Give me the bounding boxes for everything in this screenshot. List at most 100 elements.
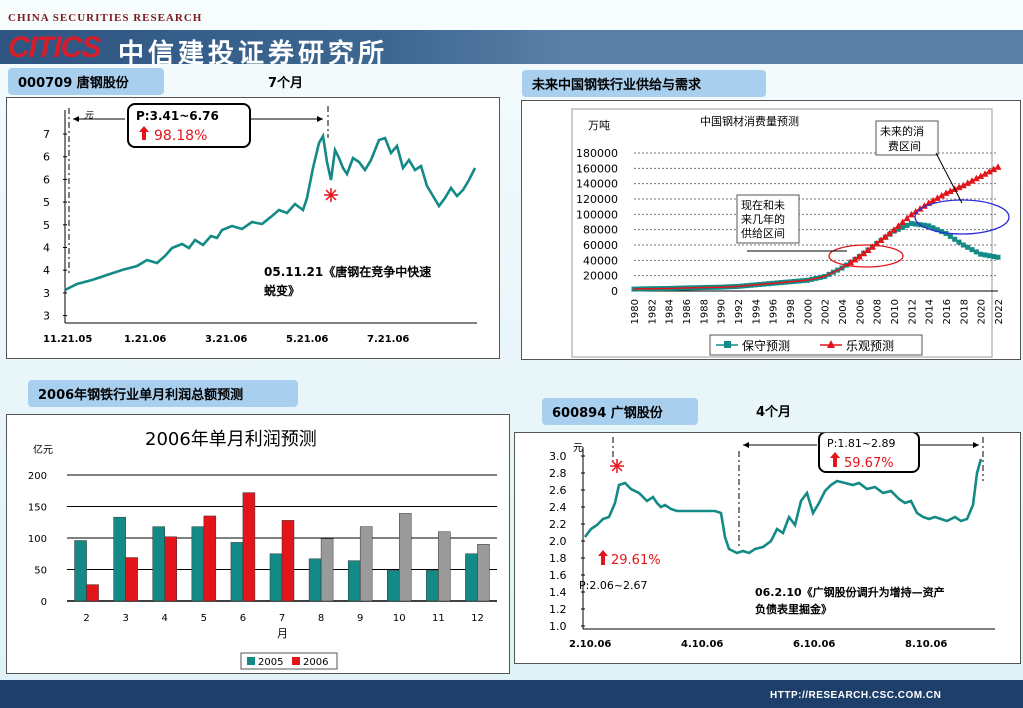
optimistic-point — [994, 163, 1002, 170]
y-tick-label: 1.6 — [549, 569, 567, 582]
x-tick-label: 1990 — [717, 299, 728, 324]
optimistic-point — [938, 191, 946, 199]
x-tick-label: 8.10.06 — [905, 639, 947, 650]
y-tick-label: 4 — [43, 264, 50, 277]
y-tick-label: 3 — [43, 287, 50, 300]
x-tick-label: 1994 — [751, 299, 762, 324]
y-tick-label: 2.6 — [549, 484, 567, 497]
x-tick-label: 1980 — [630, 299, 641, 324]
y-tick-label: 160000 — [576, 162, 618, 175]
y-tick-label: 20000 — [583, 270, 618, 283]
y-tick-label: 100 — [28, 534, 47, 545]
x-tick-label: 1988 — [699, 299, 710, 324]
optimistic-point — [899, 218, 907, 225]
bar-2006 — [477, 544, 490, 602]
y-axis-ticks: 3.0 2.8 2.6 2.4 2.2 2.0 1.8 1.6 1.4 1.2 1.0 — [549, 450, 585, 633]
x-tick-label: 2006 — [855, 299, 866, 324]
x-tick-label: 2018 — [959, 299, 970, 324]
x-axis-ticks: 2 3 4 5 6 7 8 9 10 11 12 — [83, 613, 483, 624]
optimistic-point — [860, 249, 868, 257]
conservative-point — [895, 226, 901, 232]
optimistic-point — [877, 236, 885, 244]
x-tick-label: 2.10.06 — [569, 639, 611, 650]
x-tick-label: 11 — [432, 613, 445, 624]
now-label-1: 现在和未 — [741, 199, 785, 212]
conservative-point — [930, 225, 936, 231]
conservative-point — [982, 252, 988, 258]
x-tick-label: 2010 — [890, 299, 901, 324]
x-tick-label: 2008 — [873, 299, 884, 324]
optimistic-point — [912, 207, 920, 215]
grid — [634, 152, 998, 292]
annotation-line-2: 蜕变》 — [264, 283, 300, 298]
y-tick-label: 100000 — [576, 208, 618, 221]
conservative-point — [952, 236, 958, 242]
tanggang-chart: 7 6 6 5 5 4 4 3 3 11.21.05 1.21.06 3.21.06 5.21.06 7… — [43, 103, 477, 345]
future-callout-box — [875, 120, 939, 156]
conservative-point — [921, 222, 927, 228]
y-tick-label: 2.4 — [549, 501, 567, 514]
x-tick-label: 3 — [122, 613, 128, 624]
conservative-point — [947, 233, 953, 239]
chart-title: 2006年单月利润预测 — [145, 429, 317, 450]
profit-chart: 2006年单月利润预测 亿元 0 50 100 150 200 2 3 4 5 6 7 8 9 10 11… — [28, 429, 497, 670]
chart-panel-tanggang: 7 6 6 5 5 4 4 3 3 11.21.05 1.21.06 3.21.06 5.21.06 7… — [6, 97, 500, 359]
y-axis-ticks: 7 6 6 5 5 4 4 3 3 — [43, 128, 67, 323]
consumption-range-ellipse — [914, 199, 1010, 235]
gain-value-2: 29.61% — [611, 553, 661, 568]
bar-2005 — [230, 542, 244, 602]
bar-2005 — [347, 560, 361, 602]
legend-triangle-icon — [827, 340, 835, 348]
bars — [74, 492, 490, 602]
conservative-point — [908, 221, 914, 227]
bar-2006 — [320, 538, 334, 602]
y-axis-ticks: 0 50 100 150 200 — [28, 471, 47, 608]
bar-2005 — [308, 558, 322, 602]
y-tick-label: 5 — [43, 196, 50, 209]
bar-2006 — [359, 526, 373, 602]
y-tick-label: 4 — [43, 242, 50, 255]
future-label-1: 未来的消 — [880, 124, 924, 138]
bar-2006 — [438, 531, 451, 602]
bar-2006 — [203, 515, 217, 602]
legend-optimistic: 乐观预测 — [846, 339, 894, 353]
conservative-point — [926, 223, 932, 229]
event-star-icon — [610, 459, 624, 473]
x-tick-label: 6.10.06 — [793, 639, 835, 650]
bar-2006 — [164, 536, 177, 602]
yuan-label: 元 — [84, 111, 94, 121]
legend-2005-swatch — [247, 657, 255, 665]
y-tick-label: 2.0 — [549, 535, 567, 548]
bar-2005 — [465, 553, 478, 602]
legend-2006-swatch — [292, 657, 300, 665]
guanggang-chart: 3.0 2.8 2.6 2.4 2.2 2.0 1.8 1.6 1.4 1.2 1.0 2.10.0… — [549, 431, 995, 650]
legend — [240, 652, 338, 670]
conservative-point — [991, 254, 997, 259]
y-tick-label: 0 — [611, 285, 618, 298]
conservative-point — [956, 239, 962, 245]
y-tick-label: 3 — [43, 310, 50, 323]
legend — [709, 334, 923, 356]
x-tick-label: 1.21.06 — [124, 334, 166, 345]
x-axis-ticks: 11.21.05 1.21.06 3.21.06 5.21.06 7.21.06 — [43, 334, 409, 345]
x-tick-label: 2020 — [977, 299, 988, 324]
optimistic-point — [942, 189, 950, 196]
x-tick-label: 9 — [357, 613, 363, 624]
y-tick-label: 1.4 — [549, 586, 567, 599]
x-tick-label: 1982 — [647, 299, 658, 324]
y-tick-label: 6 — [43, 151, 50, 164]
optimistic-point — [968, 177, 976, 184]
x-tick-label: 1986 — [682, 299, 693, 324]
citics-logo: CITICS — [8, 31, 101, 64]
optimistic-point — [972, 174, 980, 182]
chart-panel-profit: 2006年单月利润预测 亿元 0 50 100 150 200 2 3 4 5 6 7 8 9 10 11… — [6, 414, 510, 674]
legend-2005: 2005 — [258, 657, 283, 668]
footer-url[interactable]: HTTP://RESEARCH.CSC.COM.CN — [770, 690, 942, 701]
conservative-point — [939, 229, 945, 235]
x-tick-label: 3.21.06 — [205, 334, 247, 345]
optimistic-point — [964, 179, 972, 186]
bar-2005 — [191, 526, 205, 602]
up-arrow-icon — [830, 452, 840, 467]
y-tick-label: 3.0 — [549, 450, 567, 463]
unit-label: 亿元 — [33, 443, 53, 456]
